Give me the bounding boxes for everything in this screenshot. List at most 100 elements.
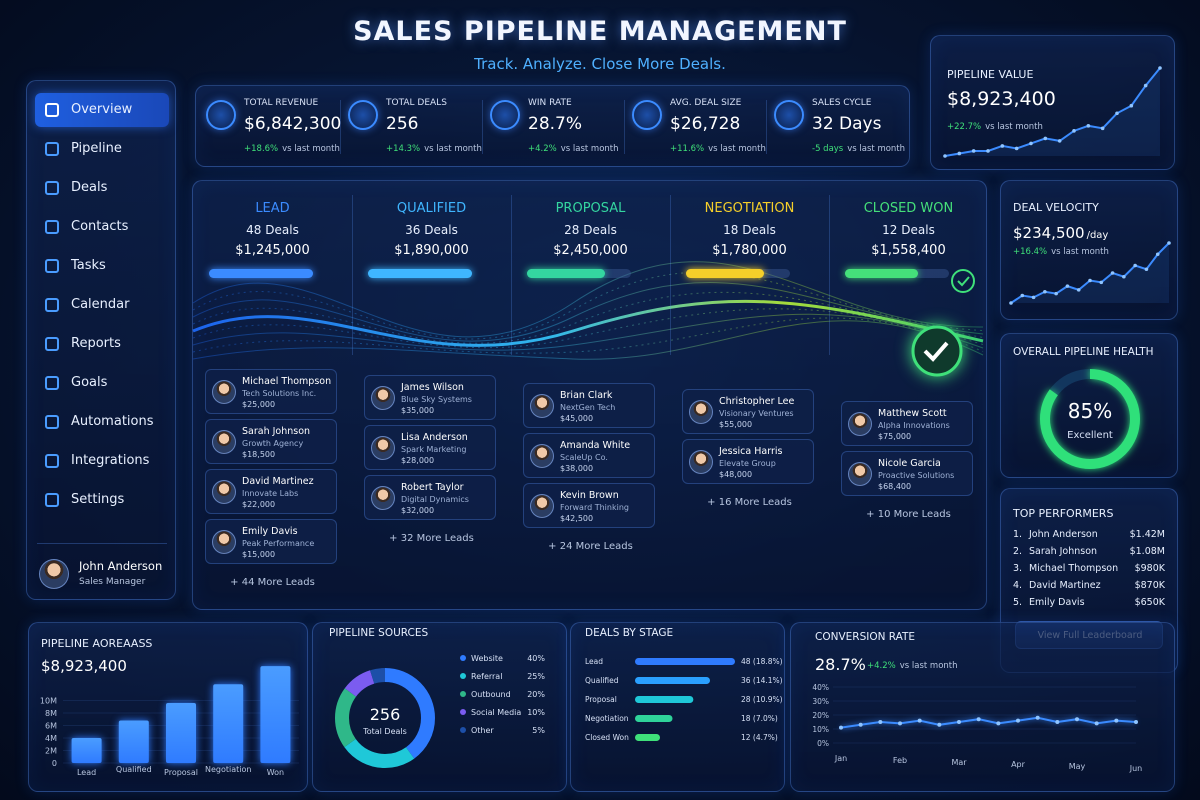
lead-card[interactable]: Lisa Anderson Spark Marketing $28,000	[364, 425, 496, 470]
line-point	[976, 717, 981, 722]
performer-rank: 4.	[1013, 580, 1023, 591]
wave-stream	[192, 320, 984, 360]
x-tick-label: Qualified	[116, 765, 152, 774]
user-role: Sales Manager	[79, 577, 146, 587]
lead-card[interactable]: Emily Davis Peak Performance $15,000	[205, 519, 337, 564]
nav-item[interactable]: Pipeline	[35, 132, 169, 166]
lead-amount: $75,000	[878, 432, 912, 441]
bar	[118, 720, 149, 763]
lead-company: Digital Dynamics	[401, 495, 469, 504]
lead-card[interactable]: Jessica Harris Elevate Group $48,000	[682, 439, 814, 484]
lead-card[interactable]: Sarah Johnson Growth Agency $18,500	[205, 419, 337, 464]
nav-item[interactable]: Overview	[35, 93, 169, 127]
lead-company: Alpha Innovations	[878, 421, 950, 430]
lead-amount: $32,000	[401, 506, 435, 515]
stage-deals: 48 Deals	[246, 223, 299, 237]
more-leads: + 44 More Leads	[230, 577, 315, 588]
x-tick-label: May	[1069, 762, 1086, 771]
spark-point	[1133, 263, 1137, 268]
wave-stream	[192, 271, 984, 340]
nav-item[interactable]: Deals	[35, 171, 169, 205]
nav-label: Contacts	[71, 219, 129, 234]
avatar	[39, 559, 69, 589]
spark-point	[1143, 83, 1148, 88]
bar	[635, 734, 660, 741]
x-tick-label: Negotiation	[205, 765, 251, 774]
nav-label: Integrations	[71, 453, 150, 468]
nav-item[interactable]: Tasks	[35, 249, 169, 283]
lead-card[interactable]: Kevin Brown Forward Thinking $42,500	[523, 483, 655, 528]
lead-card[interactable]: James Wilson Blue Sky Systems $35,000	[364, 375, 496, 420]
lead-card[interactable]: Amanda White ScaleUp Co. $38,000	[523, 433, 655, 478]
user-name: John Anderson	[79, 559, 163, 573]
nav-item[interactable]: Automations	[35, 405, 169, 439]
spark-point	[943, 154, 947, 158]
deal-velocity-card: DEAL VELOCITY $234,500/day +16.4% vs last m…	[1000, 180, 1178, 320]
column-divider	[352, 195, 353, 355]
nav-icon	[45, 337, 59, 351]
lead-card[interactable]: Christopher Lee Visionary Ventures $55,000	[682, 389, 814, 434]
lead-name: Kevin Brown	[560, 490, 619, 501]
avatar	[212, 480, 236, 504]
nav-item[interactable]: Settings	[35, 483, 169, 517]
lead-card[interactable]: Matthew Scott Alpha Innovations $75,000	[841, 401, 973, 446]
line-point	[1094, 721, 1099, 726]
lead-amount: $18,500	[242, 450, 276, 459]
nav-icon	[45, 454, 59, 468]
progress-track	[686, 269, 790, 278]
spark-point	[1088, 278, 1092, 283]
performer-amount: $650K	[1134, 597, 1165, 608]
line-point	[957, 720, 961, 724]
spark-point	[1009, 301, 1013, 305]
spark-point	[1110, 271, 1115, 275]
lead-company: Forward Thinking	[560, 503, 629, 512]
chart-area: 0% 10% 20% 30% 40% Jan Feb Mar Apr May Jun	[812, 683, 1142, 773]
nav-item[interactable]: Goals	[35, 366, 169, 400]
avatar	[371, 386, 395, 410]
bar	[635, 696, 694, 703]
change-value: +11.6%	[670, 144, 705, 154]
card-title: DEAL VELOCITY	[1013, 201, 1099, 214]
column-divider	[829, 195, 830, 355]
change-note: vs last month	[899, 661, 958, 671]
more-leads: + 16 More Leads	[707, 497, 792, 508]
avatar	[848, 462, 872, 486]
y-tick-label: 8M	[45, 709, 57, 718]
lead-card[interactable]: Robert Taylor Digital Dynamics $32,000	[364, 475, 496, 520]
nav-item[interactable]: Contacts	[35, 210, 169, 244]
nav-item[interactable]: Reports	[35, 327, 169, 361]
avatar	[530, 394, 554, 418]
nav-item[interactable]: Calendar	[35, 288, 169, 322]
spark-point	[957, 151, 962, 156]
stage-deals: 36 Deals	[405, 223, 458, 237]
lead-card[interactable]: Nicole Garcia Proactive Solutions $68,400	[841, 451, 973, 496]
spark-point	[1155, 252, 1160, 257]
performer-name: John Anderson	[1029, 529, 1098, 540]
avatar	[212, 530, 236, 554]
line-point	[839, 725, 843, 730]
lead-card[interactable]: Michael Thompson Tech Solutions Inc. $25,0…	[205, 369, 337, 414]
spark-point	[1167, 241, 1171, 245]
legend-value: 10%	[527, 708, 545, 717]
lead-card[interactable]: Brian Clark NextGen Tech $45,000	[523, 383, 655, 428]
x-tick-label: Apr	[1011, 760, 1026, 769]
lead-card[interactable]: David Martinez Innovate Labs $22,000	[205, 469, 337, 514]
nav-item[interactable]: Integrations	[35, 444, 169, 478]
bar	[635, 715, 673, 722]
bar	[635, 677, 710, 684]
stage-amount: $2,450,000	[553, 243, 628, 258]
donut-label: Total Deals	[362, 727, 407, 736]
card-unit: /day	[1086, 230, 1109, 241]
donut-segment	[335, 668, 435, 768]
progress-fill	[686, 269, 764, 278]
line-point	[917, 718, 922, 723]
chart-area: 85% Excellent	[1040, 369, 1140, 469]
change-note: vs last month	[560, 144, 619, 154]
pipeline-area-card: PIPELINE AOREAASS $8,923,400 0 2M 4M 6M 8M 10M L…	[28, 622, 308, 792]
sidebar: Overview Pipeline Deals Contacts Tasks Calend…	[26, 80, 176, 600]
lead-name: Robert Taylor	[401, 482, 464, 493]
x-tick-label: Lead	[77, 768, 96, 777]
stage-deals: 28 Deals	[564, 223, 617, 237]
progress-fill	[209, 269, 313, 278]
spark-point	[1029, 141, 1033, 146]
